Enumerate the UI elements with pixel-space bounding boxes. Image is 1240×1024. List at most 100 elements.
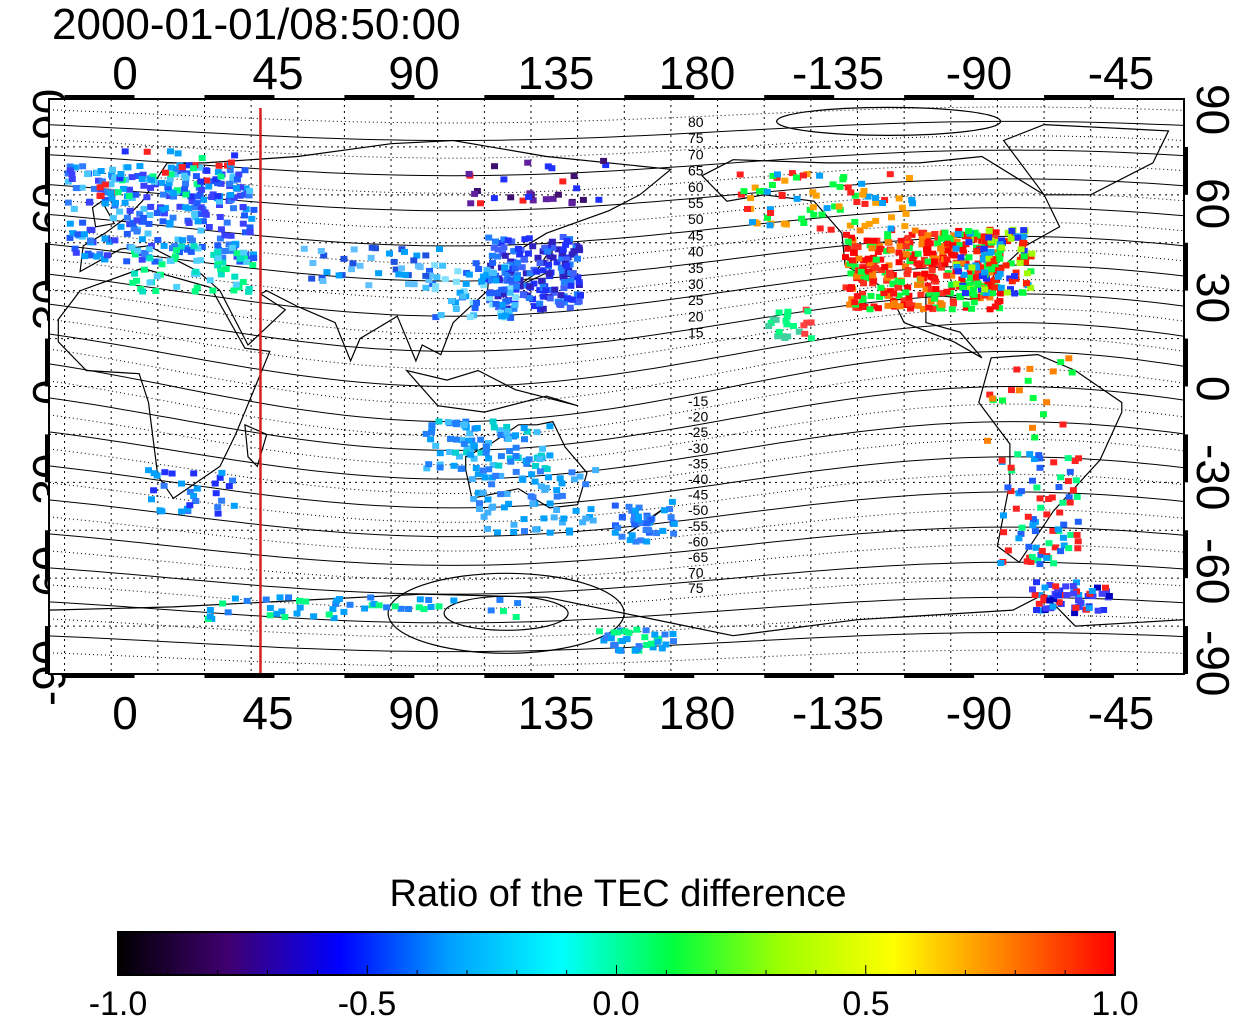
- tec-pixel: [558, 492, 566, 499]
- tec-pixel: [546, 452, 554, 459]
- border-bar-bottom: [484, 673, 555, 678]
- tec-pixel: [1007, 464, 1015, 471]
- tec-pixel: [198, 186, 206, 193]
- tec-pixel: [990, 258, 998, 265]
- tec-pixel: [647, 640, 655, 647]
- tec-pixel: [846, 301, 854, 308]
- contour-label: 80: [688, 114, 704, 130]
- tec-pixel: [879, 200, 886, 206]
- tec-pixel: [559, 234, 567, 240]
- tec-pixel: [427, 604, 435, 610]
- tec-pixel: [1036, 592, 1044, 599]
- tec-pixel: [934, 240, 942, 247]
- tec-pixel: [90, 185, 98, 192]
- tec-pixel: [146, 212, 154, 218]
- tec-pixel: [229, 177, 237, 184]
- tec-pixel: [955, 227, 963, 234]
- tec-pixel: [198, 155, 206, 161]
- tec-pixel: [643, 520, 651, 527]
- tec-pixel: [145, 467, 152, 474]
- tec-pixel: [452, 299, 459, 306]
- border-bar-bottom: [764, 673, 835, 678]
- tec-pixel: [532, 463, 540, 469]
- tec-pixel: [666, 506, 674, 513]
- tec-pixel: [93, 253, 101, 260]
- tec-pixel: [232, 281, 240, 288]
- tec-pixel: [632, 538, 640, 545]
- tec-pixel: [80, 231, 88, 238]
- tec-pixel: [187, 248, 195, 255]
- tec-pixel: [520, 256, 528, 263]
- tec-pixel: [925, 304, 933, 311]
- tec-pixel: [138, 236, 146, 243]
- tec-pixel: [401, 248, 408, 255]
- tec-pixel: [1007, 488, 1015, 495]
- tec-pixel: [641, 634, 649, 641]
- tec-pixel: [1057, 474, 1065, 481]
- tec-pixel: [653, 530, 661, 537]
- tec-pixel: [847, 189, 855, 196]
- tec-pixel: [460, 422, 468, 429]
- tec-pixel: [630, 517, 638, 524]
- tec-pixel: [895, 195, 903, 202]
- contour-label: 70: [688, 146, 704, 162]
- tec-pixel: [431, 286, 439, 293]
- tec-pixel: [941, 260, 949, 267]
- tec-pixel: [216, 235, 224, 242]
- tec-pixel: [670, 520, 678, 527]
- tec-pixel: [512, 283, 520, 290]
- tec-pixel: [450, 597, 458, 604]
- tec-pixel: [941, 229, 949, 236]
- tec-pixel: [460, 440, 468, 447]
- lon-tick-top: -45: [1087, 47, 1155, 99]
- tec-pixel: [763, 188, 771, 195]
- tec-pixel: [508, 270, 515, 277]
- tec-pixel: [138, 176, 146, 183]
- tec-pixel: [520, 516, 528, 523]
- tec-pixel: [227, 192, 235, 198]
- lon-tick-top: 0: [112, 47, 138, 99]
- tec-pixel: [510, 305, 518, 312]
- tec-pixel: [1073, 579, 1080, 586]
- tec-pixel: [64, 199, 72, 206]
- tec-pixel: [1029, 477, 1036, 484]
- contour-label: 50: [688, 211, 704, 227]
- tec-pixel: [1011, 290, 1019, 297]
- tec-pixel: [148, 176, 155, 183]
- tec-pixel: [86, 226, 94, 233]
- tec-pixel: [1070, 590, 1078, 597]
- contour-label: -20: [688, 409, 708, 425]
- lon-tick-bottom: 90: [388, 687, 440, 739]
- coast-greenland: [1002, 123, 1170, 196]
- tec-pixel: [782, 221, 790, 228]
- tec-pixel: [986, 294, 994, 301]
- tec-pixel: [1027, 284, 1035, 291]
- tec-pixel: [997, 284, 1005, 291]
- tec-pixel: [210, 251, 218, 258]
- tec-pixel: [87, 252, 95, 259]
- tec-pixel: [774, 333, 782, 340]
- lon-tick-bottom: -90: [945, 687, 1013, 739]
- tec-pixel: [1031, 434, 1039, 441]
- tec-pixel: [773, 174, 781, 181]
- tec-pixel: [140, 205, 148, 212]
- tec-pixel: [781, 335, 789, 341]
- tec-pixel: [285, 594, 292, 601]
- tec-pixel: [660, 507, 668, 514]
- tec-pixel: [524, 250, 532, 257]
- tec-pixel: [635, 643, 643, 650]
- tec-pixel: [876, 293, 883, 300]
- tec-pixel: [85, 199, 93, 206]
- tec-pixel: [500, 244, 508, 251]
- border-bar-bottom: [344, 673, 415, 678]
- tec-pixel: [628, 507, 636, 514]
- tec-pixel: [1031, 456, 1038, 462]
- tec-pixel: [851, 263, 859, 270]
- tec-pixel: [851, 299, 859, 306]
- coast-north-america: [701, 155, 1061, 359]
- tec-pixel: [502, 312, 509, 319]
- tec-pixel: [1074, 545, 1082, 552]
- tec-pixel: [907, 305, 914, 312]
- tec-pixel: [152, 288, 160, 294]
- tec-pixel: [1033, 607, 1040, 613]
